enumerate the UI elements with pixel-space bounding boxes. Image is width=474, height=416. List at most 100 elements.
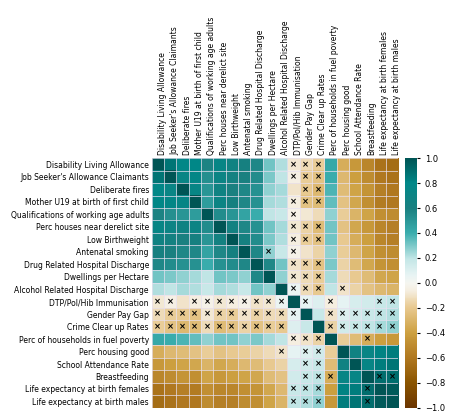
- Text: ×: ×: [302, 372, 310, 381]
- Text: ×: ×: [290, 310, 297, 319]
- Text: ×: ×: [179, 310, 186, 319]
- Text: ×: ×: [253, 297, 260, 306]
- Text: ×: ×: [302, 334, 310, 344]
- Text: ×: ×: [315, 197, 322, 206]
- Text: ×: ×: [167, 322, 173, 331]
- Text: ×: ×: [315, 172, 322, 181]
- Text: ×: ×: [376, 322, 383, 331]
- Text: ×: ×: [302, 197, 310, 206]
- Text: ×: ×: [228, 297, 235, 306]
- Text: ×: ×: [155, 310, 161, 319]
- Text: ×: ×: [278, 322, 285, 331]
- Text: ×: ×: [364, 384, 371, 394]
- Text: ×: ×: [327, 322, 334, 331]
- Text: ×: ×: [315, 235, 322, 244]
- Text: ×: ×: [339, 285, 346, 294]
- Text: ×: ×: [364, 397, 371, 406]
- Text: ×: ×: [352, 310, 359, 319]
- Text: ×: ×: [191, 322, 198, 331]
- Text: ×: ×: [216, 322, 223, 331]
- Text: ×: ×: [315, 334, 322, 344]
- Text: ×: ×: [191, 310, 198, 319]
- Text: ×: ×: [290, 172, 297, 181]
- Text: ×: ×: [389, 322, 396, 331]
- Text: ×: ×: [302, 160, 310, 169]
- Text: ×: ×: [241, 322, 248, 331]
- Text: ×: ×: [265, 310, 273, 319]
- Text: ×: ×: [167, 310, 173, 319]
- Text: ×: ×: [352, 322, 359, 331]
- Text: ×: ×: [302, 384, 310, 394]
- Text: ×: ×: [216, 297, 223, 306]
- Text: ×: ×: [302, 272, 310, 281]
- Text: ×: ×: [204, 310, 210, 319]
- Text: ×: ×: [290, 260, 297, 269]
- Text: ×: ×: [315, 347, 322, 356]
- Text: ×: ×: [302, 172, 310, 181]
- Text: ×: ×: [302, 185, 310, 194]
- Text: ×: ×: [204, 297, 210, 306]
- Text: ×: ×: [302, 260, 310, 269]
- Text: ×: ×: [376, 310, 383, 319]
- Text: ×: ×: [315, 272, 322, 281]
- Text: ×: ×: [327, 297, 334, 306]
- Text: ×: ×: [315, 397, 322, 406]
- Text: ×: ×: [389, 310, 396, 319]
- Text: ×: ×: [315, 160, 322, 169]
- Text: ×: ×: [278, 310, 285, 319]
- Text: ×: ×: [241, 310, 248, 319]
- Text: ×: ×: [339, 310, 346, 319]
- Text: ×: ×: [315, 222, 322, 231]
- Text: ×: ×: [253, 322, 260, 331]
- Text: ×: ×: [302, 359, 310, 369]
- Text: ×: ×: [315, 260, 322, 269]
- Text: ×: ×: [241, 297, 248, 306]
- Text: ×: ×: [155, 297, 161, 306]
- Text: ×: ×: [364, 334, 371, 344]
- Text: ×: ×: [302, 222, 310, 231]
- Text: ×: ×: [290, 235, 297, 244]
- Text: ×: ×: [315, 372, 322, 381]
- Text: ×: ×: [302, 347, 310, 356]
- Text: ×: ×: [290, 247, 297, 256]
- Text: ×: ×: [389, 372, 396, 381]
- Text: ×: ×: [290, 160, 297, 169]
- Text: ×: ×: [376, 372, 383, 381]
- Text: ×: ×: [253, 310, 260, 319]
- Text: ×: ×: [290, 197, 297, 206]
- Text: ×: ×: [278, 347, 285, 356]
- Text: ×: ×: [302, 397, 310, 406]
- Text: ×: ×: [315, 359, 322, 369]
- Text: ×: ×: [290, 222, 297, 231]
- Text: ×: ×: [302, 235, 310, 244]
- Text: ×: ×: [290, 334, 297, 344]
- Text: ×: ×: [290, 397, 297, 406]
- Text: ×: ×: [228, 310, 235, 319]
- Text: ×: ×: [389, 297, 396, 306]
- Text: ×: ×: [315, 384, 322, 394]
- Text: ×: ×: [265, 297, 273, 306]
- Text: ×: ×: [290, 272, 297, 281]
- Text: ×: ×: [302, 285, 310, 294]
- Text: ×: ×: [191, 297, 198, 306]
- Text: ×: ×: [327, 372, 334, 381]
- Text: ×: ×: [290, 210, 297, 219]
- Text: ×: ×: [376, 297, 383, 306]
- Text: ×: ×: [327, 310, 334, 319]
- Text: ×: ×: [265, 322, 273, 331]
- Text: ×: ×: [179, 322, 186, 331]
- Text: ×: ×: [290, 285, 297, 294]
- Text: ×: ×: [364, 322, 371, 331]
- Text: ×: ×: [290, 384, 297, 394]
- Text: ×: ×: [265, 247, 273, 256]
- Text: ×: ×: [302, 297, 310, 306]
- Text: ×: ×: [216, 310, 223, 319]
- Text: ×: ×: [315, 285, 322, 294]
- Text: ×: ×: [364, 310, 371, 319]
- Text: ×: ×: [167, 297, 173, 306]
- Text: ×: ×: [155, 322, 161, 331]
- Text: ×: ×: [315, 185, 322, 194]
- Text: ×: ×: [228, 322, 235, 331]
- Text: ×: ×: [278, 297, 285, 306]
- Text: ×: ×: [204, 322, 210, 331]
